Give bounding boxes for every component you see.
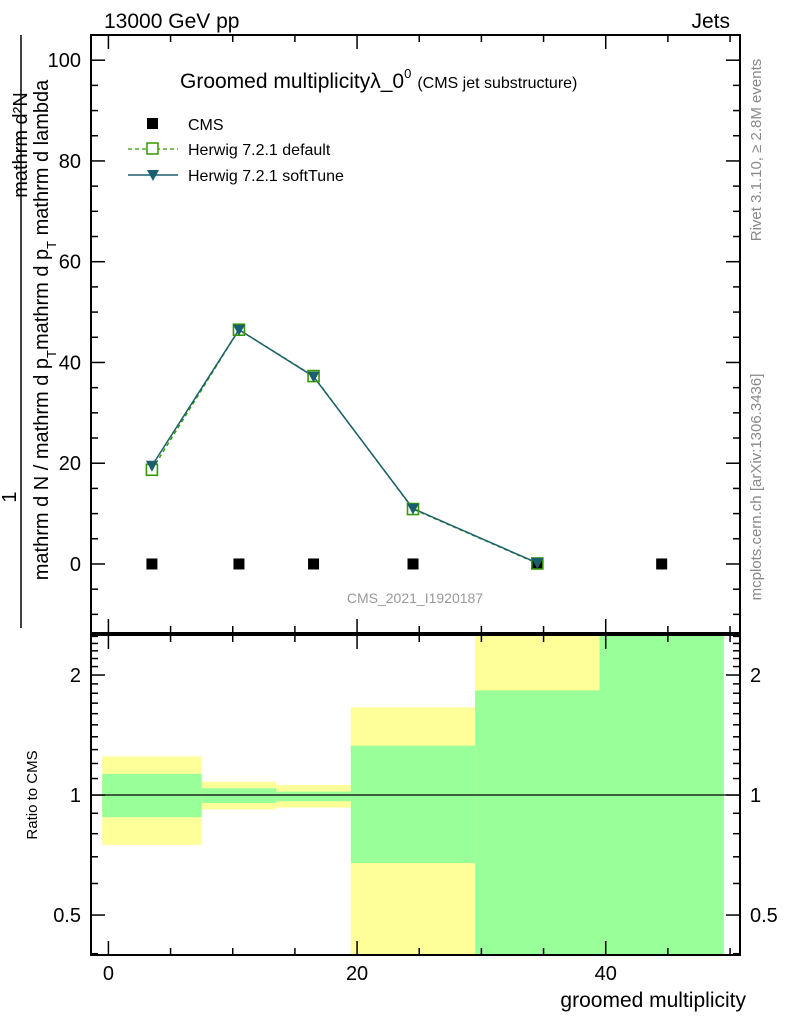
ratio-y-axis-label: Ratio to CMS	[24, 750, 41, 839]
legend-softtune-label: Herwig 7.2.1 softTune	[188, 168, 344, 185]
main-y-tick-label: 60	[59, 252, 81, 274]
legend-default-label: Herwig 7.2.1 default	[188, 142, 331, 159]
ylabel-den-sub1: T	[44, 350, 59, 358]
title-main: Groomed multiplicityλ_0	[180, 70, 404, 93]
ylabel-one: 1	[0, 491, 21, 502]
ratio-y-tick-label-right: 1	[750, 785, 761, 807]
main-y-tick-label: 100	[48, 50, 81, 72]
chart-title: Groomed multiplicityλ_00 (CMS jet substru…	[180, 66, 577, 93]
cms-data-point	[656, 558, 668, 570]
softtune-point	[307, 371, 320, 383]
ratio-y-tick-label-right: 2	[750, 665, 761, 687]
main-y-tick-label: 20	[59, 453, 81, 475]
softtune-line	[151, 328, 538, 564]
main-y-tick-label: 40	[59, 352, 81, 374]
softtune-point	[145, 460, 158, 472]
ratio-y-tick-label: 1	[70, 785, 81, 807]
main-y-tick-label: 80	[59, 151, 81, 173]
cms-data-point	[407, 558, 419, 570]
softtune-point	[407, 503, 420, 515]
rivet-version-text: Rivet 3.1.10, ≥ 2.8M events	[748, 59, 765, 242]
green-band-bin	[350, 745, 476, 864]
ratio-y-tick-label-right: 0.5	[750, 905, 778, 927]
default-line	[151, 328, 538, 565]
cms-data-point	[308, 558, 320, 570]
main-plot-frame	[90, 34, 741, 634]
mcplots-reference-text: mcplots.cern.ch [arXiv:1306.3436]	[748, 374, 765, 601]
green-band-bin	[475, 690, 600, 955]
softtune-point	[232, 324, 245, 336]
legend: CMS Herwig 7.2.1 default Herwig 7.2.1 so…	[128, 117, 344, 185]
cms-data-point	[146, 558, 158, 570]
mc-lines	[151, 328, 538, 565]
axis-ticks	[91, 34, 740, 955]
ylabel-denominator: mathrm d N / mathrm d pTmathrm d pT math…	[31, 79, 59, 580]
legend-default-marker	[146, 142, 159, 155]
analysis-watermark: CMS_2021_I1920187	[347, 590, 483, 606]
x-tick-label: 40	[595, 963, 617, 985]
main-y-axis-label: mathrm d²N 1 mathrm d N / mathrm d pTmat…	[0, 35, 59, 628]
ratio-y-tick-label: 2	[70, 665, 81, 687]
title-sub: (CMS jet substructure)	[417, 75, 577, 92]
ylabel-den-a: mathrm d N / mathrm d p	[31, 358, 53, 580]
legend-cms-marker	[147, 118, 158, 129]
green-band-bin	[276, 791, 351, 802]
header-left: 13000 GeV pp	[104, 10, 239, 33]
legend-cms-label: CMS	[188, 117, 224, 134]
softtune-point	[531, 557, 544, 569]
ylabel-den-c: mathrm d lambda	[31, 79, 53, 241]
markers	[145, 323, 668, 570]
ylabel-den-sub2: T	[44, 241, 59, 249]
cms-data-point	[233, 558, 245, 570]
x-tick-label: 20	[346, 963, 368, 985]
legend-softtune-marker	[147, 170, 159, 181]
x-tick-label: 0	[103, 963, 114, 985]
ylabel-den-b: mathrm d p	[31, 249, 53, 350]
title-sup: 0	[404, 66, 411, 81]
ratio-y-tick-label: 0.5	[53, 905, 81, 927]
header-right: Jets	[691, 10, 730, 33]
main-y-tick-label: 0	[70, 554, 81, 576]
x-axis-label: groomed multiplicity	[560, 989, 746, 1012]
